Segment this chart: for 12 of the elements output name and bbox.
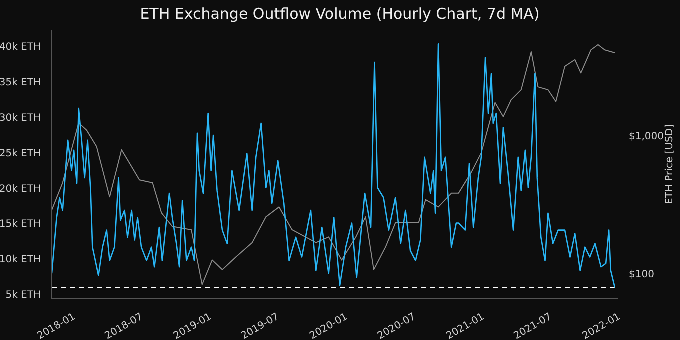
y-tick-label: 30k ETH bbox=[0, 112, 41, 124]
y-tick-label: 25k ETH bbox=[0, 148, 41, 160]
y-tick-label: 15k ETH bbox=[0, 219, 41, 230]
y-tick-label: 10k ETH bbox=[0, 254, 41, 266]
y-tick-label: 5k ETH bbox=[6, 290, 41, 301]
y2-tick-label: $1,000 bbox=[629, 131, 664, 142]
y2-axis-title: ETH Price [USD] bbox=[664, 124, 676, 204]
y-tick-label: 35k ETH bbox=[0, 78, 41, 89]
y-tick-label: 20k ETH bbox=[0, 184, 41, 195]
chart-title: ETH Exchange Outflow Volume (Hourly Chart, 7d MA) bbox=[139, 5, 541, 23]
y-tick-label: 40k ETH bbox=[0, 42, 41, 54]
y2-tick-label: $100 bbox=[629, 269, 654, 280]
